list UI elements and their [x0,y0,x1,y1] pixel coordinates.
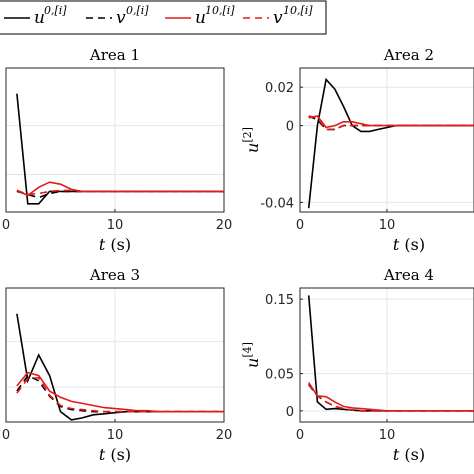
legend-label-3: v [273,8,283,28]
x-tick-label: 0 [296,218,304,233]
x-tick-label: 0 [2,428,10,443]
series-lines [16,93,224,205]
x-axis-label: t (s) [99,445,131,464]
y-axis-label: u[4] [241,342,262,368]
series-line-2 [16,371,224,413]
x-tick-label: 20 [216,428,233,443]
panel-area-1: 0 10 20 Area 1 t (s) [2,46,232,254]
series-line-3 [16,376,224,413]
panel-title: Area 2 [383,46,434,64]
x-tick-label: 0 [2,218,10,233]
series-line-1 [308,384,474,412]
y-tick-label: 0 [286,405,294,420]
series-line-3 [16,189,224,196]
x-tick-label: 0 [296,428,304,443]
legend: u 0,[i] v 0,[i] u 10,[i] v 10,[i] [0,0,327,35]
legend-sup-3: 10,[i] [283,4,313,17]
series-line-0 [307,295,474,412]
series-lines [16,313,224,421]
x-tick-label: 10 [379,428,396,443]
series-line-2 [308,382,474,412]
legend-label-0: u [34,8,45,28]
series-line-0 [16,313,224,421]
x-axis-label: t (s) [393,445,425,464]
series-line-0 [307,77,474,209]
x-tick-label: 10 [107,218,124,233]
legend-sup-0: 0,[i] [44,4,67,17]
y-tick-label: 0 [286,120,294,135]
panel-title: Area 3 [89,266,140,284]
legend-label-1: v [116,8,126,28]
legend-sup-1: 0,[i] [126,4,149,17]
series-line-3 [308,115,474,131]
series-lines [307,77,474,209]
series-lines [307,295,474,412]
y-tick-label: -0.04 [260,196,294,211]
series-line-1 [308,115,474,131]
x-tick-label: 20 [216,218,233,233]
legend-sup-2: 10,[i] [205,4,235,17]
grid [5,68,225,212]
series-line-3 [308,383,474,412]
y-axis-label: u[2] [241,127,262,153]
x-tick-label: 10 [107,428,124,443]
panel-area-3: 0 10 20 Area 3 t (s) [2,266,232,464]
grid [299,68,474,212]
panel-area-4: 0 10 0.15 0.05 0 Area 4 t (s) u[4] [241,266,474,464]
y-tick-label: 0.05 [265,368,294,383]
y-tick-label: 0.02 [265,81,294,96]
y-tick-label: 0.15 [265,293,294,308]
legend-label-2: u [195,8,206,28]
legend-box [0,0,327,35]
panel-title: Area 1 [89,46,140,64]
series-line-0 [16,93,224,205]
x-axis-label: t (s) [99,235,131,254]
series-line-1 [16,374,224,413]
x-axis-label: t (s) [393,235,425,254]
panel-title: Area 4 [383,266,434,284]
x-tick-label: 10 [379,218,396,233]
